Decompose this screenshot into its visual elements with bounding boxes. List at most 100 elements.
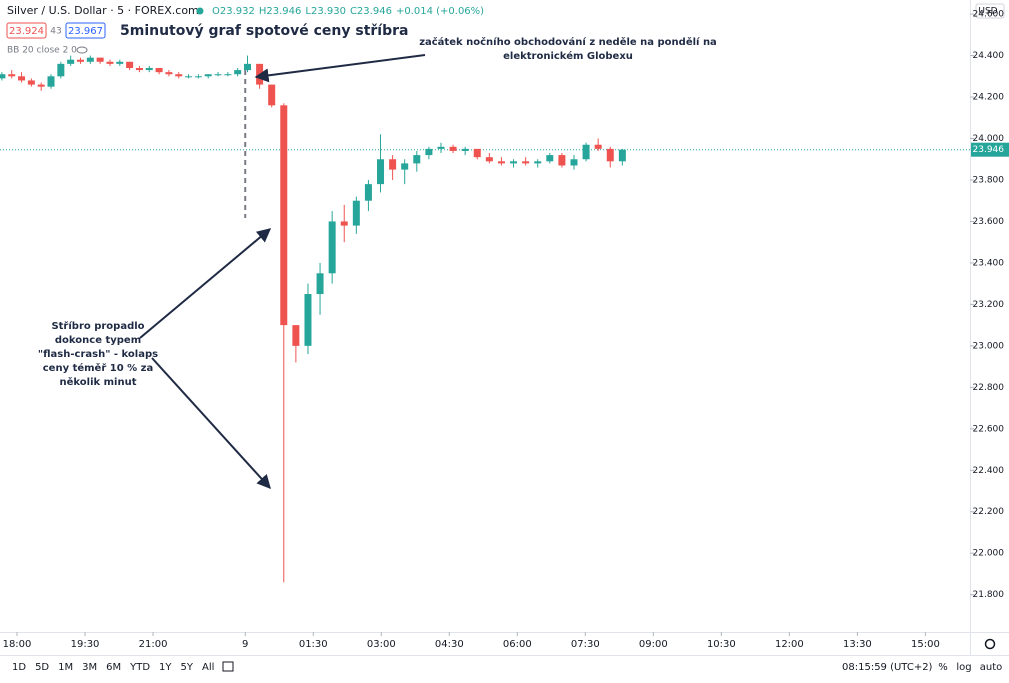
candle-body	[485, 157, 493, 162]
x-tick-label: 09:00	[639, 639, 668, 650]
candle-body	[86, 57, 94, 62]
candle-body	[106, 61, 114, 64]
ohlc-value: C23.946	[350, 6, 392, 17]
candle-body	[340, 221, 348, 226]
candle-body	[37, 84, 45, 87]
y-tick-label: 23.600	[973, 217, 1005, 227]
clock: 08:15:59 (UTC+2)	[842, 662, 933, 673]
candle-body	[364, 184, 372, 201]
currency-button[interactable]	[975, 3, 1005, 19]
annotation: "flash-crash" - kolaps	[38, 349, 158, 360]
timeframe-button[interactable]: 1M	[58, 662, 73, 673]
candle-body	[47, 76, 55, 87]
candle-body	[155, 68, 163, 73]
candle-body	[18, 76, 26, 81]
annotation: Stříbro propadlo	[51, 320, 144, 332]
x-tick-label: 06:00	[503, 639, 532, 650]
status-dot	[196, 7, 204, 15]
candle-body	[401, 163, 409, 170]
currency: USD	[978, 7, 997, 17]
scale-button[interactable]: %	[938, 662, 948, 673]
x-tick-label: 13:30	[843, 639, 872, 650]
spread: 43	[50, 27, 61, 37]
candle-body	[558, 155, 566, 166]
candle-body	[606, 148, 614, 162]
settings-icon[interactable]	[984, 638, 996, 650]
candle-body	[389, 159, 397, 170]
y-tick-label: 23.200	[973, 300, 1005, 310]
timeframe-button[interactable]: 3M	[82, 662, 97, 673]
candle-body	[8, 74, 16, 77]
chart-title: 5minutový graf spotové ceny stříbra	[120, 23, 408, 39]
timeframe-button[interactable]: 5D	[35, 662, 49, 673]
y-tick-label: 24.200	[973, 93, 1005, 103]
candle-body	[0, 74, 6, 79]
y-tick-label: 24.400	[973, 51, 1005, 61]
scale-button[interactable]: log	[956, 662, 971, 673]
annotation: ceny téměř 10 % za	[43, 362, 153, 374]
candle-body	[57, 63, 65, 77]
candle-body	[224, 74, 232, 76]
candle-body	[145, 68, 153, 71]
indicator[interactable]: BB 20 close 2 0	[7, 46, 77, 56]
scale-button[interactable]: auto	[980, 662, 1003, 673]
timeframe-button[interactable]: 5Y	[181, 662, 194, 673]
x-tick-label: 19:30	[71, 639, 100, 650]
candle-body	[473, 148, 481, 158]
candle-body	[316, 273, 324, 295]
x-tick-label: 03:00	[367, 639, 396, 650]
bid-box[interactable]	[6, 22, 47, 39]
timeframe-button[interactable]: All	[202, 662, 214, 673]
x-tick-label: 12:00	[775, 639, 804, 650]
y-tick-label: 24.600	[973, 10, 1005, 20]
last-price-label: 23.946	[973, 145, 1005, 155]
y-tick-label: 22.600	[973, 424, 1005, 434]
candle-body	[96, 57, 104, 62]
x-tick-label: 01:30	[299, 639, 328, 650]
annotation: dokonce typem	[55, 335, 141, 346]
candle-body	[461, 148, 469, 151]
x-tick-label: 10:30	[707, 639, 736, 650]
ask-box[interactable]	[65, 22, 106, 39]
ohlc-value: O23.932	[212, 6, 255, 17]
candle-body	[194, 76, 202, 78]
candle-body	[437, 146, 445, 149]
x-tick-label: 18:00	[3, 639, 32, 650]
x-tick-label: 07:30	[571, 639, 600, 650]
ohlc-value: L23.930	[305, 6, 346, 17]
date-range-icon[interactable]	[222, 661, 234, 672]
candle-body	[165, 72, 173, 75]
candle-body	[594, 144, 602, 149]
candle-body	[135, 68, 143, 71]
annotation: začátek nočního obchodování z neděle na …	[419, 36, 717, 48]
candle-body	[204, 74, 212, 77]
candle-body	[352, 200, 360, 226]
eye-icon[interactable]	[76, 46, 88, 54]
y-tick-label: 23.400	[973, 258, 1005, 268]
timeframe-button[interactable]: 1Y	[159, 662, 172, 673]
candle-body	[618, 149, 626, 162]
candle-body	[449, 146, 457, 151]
timeframe-button[interactable]: 1D	[12, 662, 26, 673]
arrow	[139, 228, 272, 339]
candle-body	[67, 59, 75, 64]
candle-body	[214, 74, 222, 76]
timeframe-button[interactable]: YTD	[129, 662, 150, 673]
candle-body	[76, 59, 84, 62]
candle-body	[234, 70, 242, 75]
candle-body	[280, 105, 288, 326]
arrow	[151, 357, 271, 490]
candle-body	[116, 61, 124, 64]
annotation: elektronickém Globexu	[503, 50, 633, 62]
timeframe-button[interactable]: 6M	[106, 662, 121, 673]
candle-body	[413, 155, 421, 164]
candle-body	[497, 161, 505, 164]
x-tick-label: 15:00	[911, 639, 940, 650]
x-tick-label: 21:00	[139, 639, 168, 650]
x-tick-label: 04:30	[435, 639, 464, 650]
candle-body	[510, 161, 518, 164]
y-tick-label: 23.000	[973, 341, 1005, 351]
arrow	[254, 54, 426, 83]
